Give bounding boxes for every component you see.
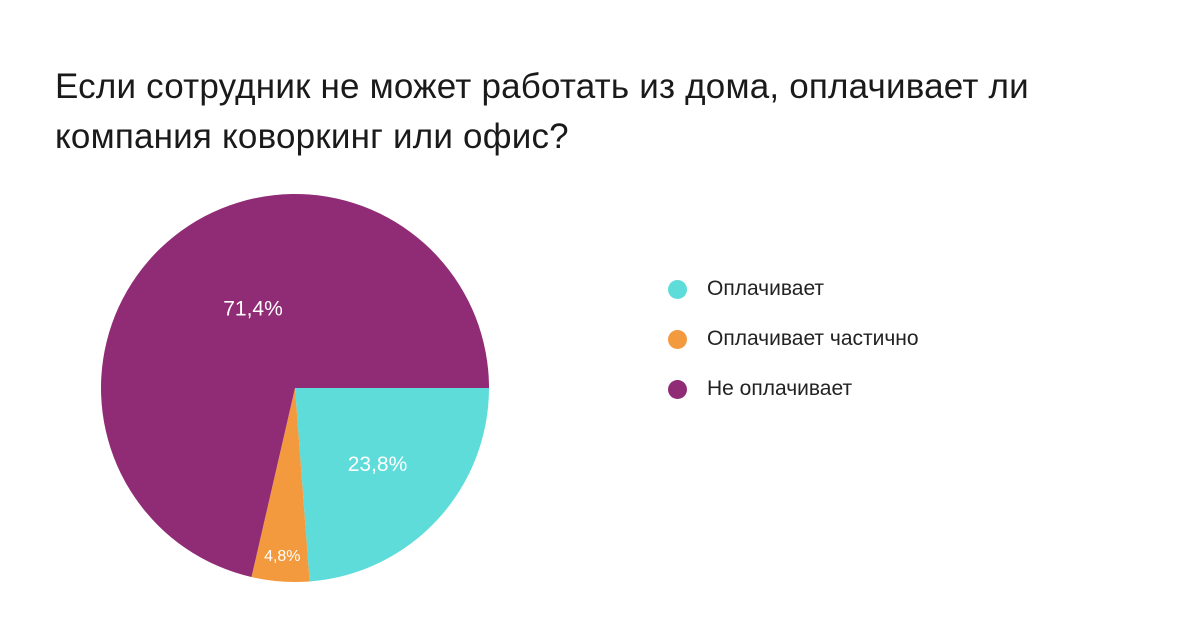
pie-slice-pays-partially [251, 388, 310, 583]
legend-dot-icon [668, 329, 687, 349]
legend-dot-icon [668, 379, 687, 399]
pie-chart: 23,8% 4,8% 71,4% [100, 194, 490, 583]
legend: Оплачивает Оплачивает частично Не оплачива… [668, 264, 919, 414]
pie-label-pays: 23,8% [348, 453, 408, 476]
pie-slice-pays [295, 388, 489, 582]
legend-item-pays: Оплачивает [668, 264, 919, 314]
chart-title: Если сотрудник не может работать из дома… [55, 67, 1029, 156]
legend-item-does-not-pay: Не оплачивает [668, 364, 919, 414]
pie-label-pays-partially: 4,8% [264, 548, 300, 565]
legend-label: Оплачивает частично [707, 327, 919, 350]
legend-dot-icon [668, 279, 687, 299]
legend-label: Не оплачивает [707, 377, 853, 400]
pie-label-does-not-pay: 71,4% [223, 298, 283, 321]
pie-slice-does-not-pay [100, 194, 490, 578]
legend-label: Оплачивает [707, 277, 825, 300]
legend-item-pays-partially: Оплачивает частично [668, 314, 919, 364]
